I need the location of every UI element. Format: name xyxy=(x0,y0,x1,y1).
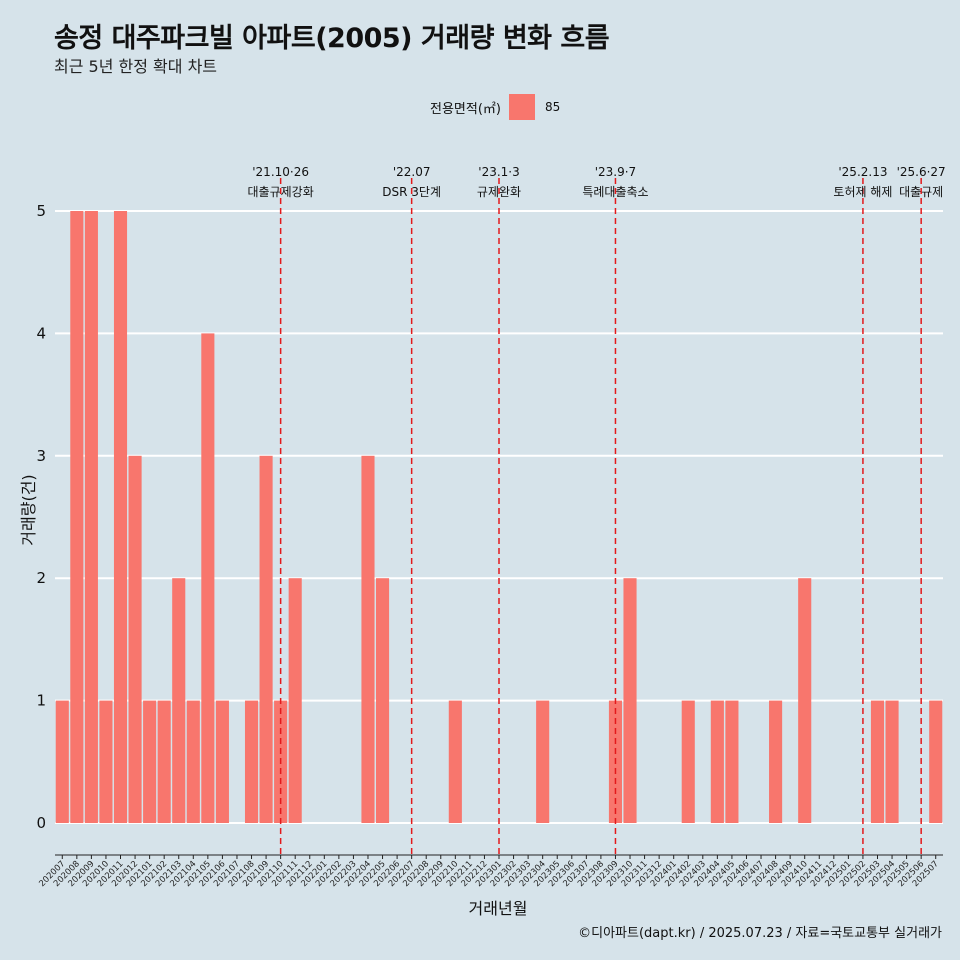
bar xyxy=(710,700,724,823)
bar xyxy=(84,211,98,823)
bar xyxy=(885,700,899,823)
y-tick-label: 2 xyxy=(36,569,46,587)
y-tick-label: 0 xyxy=(36,814,46,832)
y-tick-label: 4 xyxy=(36,324,46,342)
bar xyxy=(186,700,200,823)
chart-legend: 전용면적(㎡) 85 xyxy=(430,94,560,120)
y-axis-title: 거래량(건) xyxy=(19,474,38,545)
event-name-label: 대출규제강화 xyxy=(248,185,314,199)
event-name-label: 토허제 해제 xyxy=(833,185,892,199)
bar xyxy=(536,700,550,823)
bar xyxy=(244,700,259,823)
bar xyxy=(172,578,186,823)
bar xyxy=(448,700,462,823)
y-tick-label: 3 xyxy=(36,447,46,465)
legend-title: 전용면적(㎡) xyxy=(430,101,501,117)
legend-item-label: 85 xyxy=(544,100,561,114)
bar xyxy=(157,700,171,823)
event-name-label: 규제완화 xyxy=(477,185,521,199)
legend-swatch xyxy=(508,94,535,120)
event-date-label: '21.10·26 xyxy=(252,165,309,179)
bar xyxy=(113,211,128,823)
bar xyxy=(259,455,273,823)
event-name-label: 특례대출축소 xyxy=(582,185,648,199)
bar xyxy=(798,578,812,823)
event-date-label: '23.1·3 xyxy=(478,165,519,179)
bar xyxy=(929,700,943,823)
y-tick-label: 1 xyxy=(36,692,46,710)
bar xyxy=(681,700,695,823)
bar xyxy=(99,700,113,823)
y-tick-label: 5 xyxy=(36,202,46,220)
bar xyxy=(725,700,739,823)
bar xyxy=(55,700,69,823)
event-date-label: '23.9·7 xyxy=(595,165,636,179)
page-subtitle: 최근 5년 한정 확대 차트 xyxy=(54,57,218,76)
bar xyxy=(870,700,885,823)
page-title: 송정 대주파크빌 아파트(2005) 거래량 변화 흐름 xyxy=(54,23,610,54)
event-date-label: '25.2.13 xyxy=(838,165,887,179)
bar xyxy=(623,578,637,823)
event-name-label: 대출규제 xyxy=(899,185,943,199)
bar xyxy=(769,700,783,823)
bar xyxy=(375,578,390,823)
bar xyxy=(361,455,375,823)
bar xyxy=(128,455,142,823)
bar xyxy=(201,333,215,823)
bar xyxy=(143,700,157,823)
bar xyxy=(215,700,229,823)
x-axis-title: 거래년월 xyxy=(469,899,528,918)
bar xyxy=(70,211,84,823)
event-name-label: DSR 3단계 xyxy=(382,185,441,199)
event-date-label: '22.07 xyxy=(393,165,431,179)
bar xyxy=(288,578,302,823)
source-caption: ©디아파트(dapt.kr) / 2025.07.23 / 자료=국토교통부 실… xyxy=(578,926,942,941)
event-date-label: '25.6·27 xyxy=(897,165,946,179)
